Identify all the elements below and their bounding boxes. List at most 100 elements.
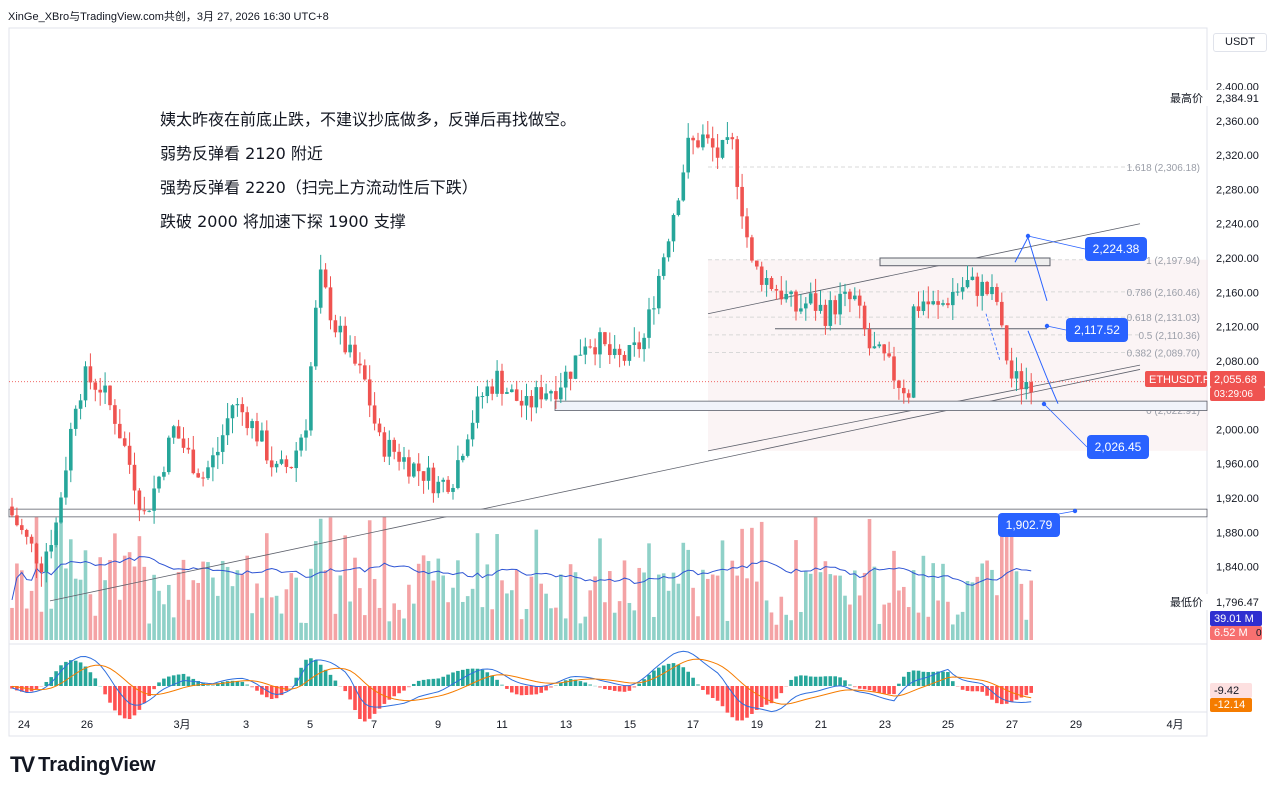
- candle-up: [583, 346, 588, 355]
- macd-hist-bar: [1009, 686, 1014, 703]
- high-tag-box: [1166, 90, 1210, 106]
- symbol-tag-box: [1145, 371, 1207, 387]
- target-connector: [1043, 403, 1088, 448]
- volume-bar: [627, 602, 632, 640]
- candle-up: [627, 345, 632, 361]
- candle-up: [965, 280, 970, 288]
- candle-up: [921, 301, 926, 312]
- macd-hist-bar: [696, 684, 700, 686]
- macd-hist-bar: [539, 686, 543, 693]
- macd-pane: [10, 650, 1033, 722]
- candle-down: [892, 356, 896, 381]
- macd-hist-bar: [15, 686, 19, 691]
- macd-hist-bar: [206, 684, 210, 686]
- macd-hist-bar: [412, 683, 416, 686]
- volume-bar: [490, 609, 494, 640]
- candle-up: [451, 487, 455, 492]
- macd-hist-bar: [730, 686, 735, 718]
- macd-hist-bar: [603, 686, 607, 690]
- volume-bar: [838, 575, 842, 640]
- price-tick: 2,000.00: [1216, 424, 1259, 436]
- macd-hist-bar: [446, 674, 450, 686]
- macd-hist-bar: [691, 677, 695, 686]
- currency-button[interactable]: USDT: [1213, 33, 1267, 52]
- macd-hist-bar: [225, 681, 230, 686]
- volume-bar: [818, 572, 823, 640]
- macd-hist-bar: [235, 681, 240, 686]
- volume-bar: [882, 604, 886, 640]
- volume-bar: [970, 582, 975, 640]
- volume-bar: [402, 618, 406, 640]
- candle-down: [588, 346, 592, 348]
- macd-hist-bar: [808, 676, 813, 686]
- volume-bar: [686, 549, 690, 640]
- candle-down: [519, 400, 524, 406]
- candle-down: [10, 506, 14, 516]
- volume-bar: [24, 608, 29, 640]
- candle-up: [955, 291, 960, 293]
- volume-bar: [902, 586, 906, 640]
- volume-bar: [108, 559, 112, 640]
- candle-up: [671, 214, 676, 242]
- candle-down: [995, 286, 999, 302]
- macd-hist-bar: [980, 686, 984, 692]
- drawings: 2,224.38 2,117.52 2,026.45 1,902.79: [8, 223, 1208, 602]
- macd-hist-bar: [735, 686, 739, 721]
- candle-up: [951, 291, 955, 306]
- macd-hist-bar: [627, 686, 632, 691]
- volume-bar: [78, 579, 83, 640]
- macd-hist-bar: [167, 676, 171, 686]
- macd-hist-bar: [970, 686, 975, 692]
- volume-value-box: [1210, 626, 1262, 640]
- candle-up: [235, 404, 240, 406]
- volume-bar: [122, 555, 127, 640]
- volume-bar: [534, 529, 539, 640]
- target-label: 2,026.45: [1095, 440, 1142, 454]
- candle-up: [470, 422, 475, 440]
- macd-hist-bar: [318, 664, 323, 686]
- macd-hist-bar: [480, 669, 485, 686]
- candle-down: [862, 305, 867, 330]
- macd-hist-bar: [789, 679, 793, 686]
- candle-down: [691, 137, 695, 141]
- macd-hist-bar: [29, 686, 34, 692]
- candle-up: [534, 387, 539, 408]
- macd-hist-bar: [853, 686, 857, 688]
- macd-hist-bar: [314, 660, 318, 686]
- candle-down: [813, 293, 818, 311]
- time-tick: 19: [751, 719, 763, 731]
- time-tick: 23: [879, 719, 891, 731]
- volume-bar: [916, 612, 921, 640]
- macd-hist-bar: [510, 686, 514, 693]
- macd-hist-bar: [127, 686, 132, 720]
- candle-down: [24, 529, 29, 537]
- candle-down: [916, 306, 921, 312]
- macd-hist-bar: [157, 682, 161, 686]
- volume-bar: [990, 569, 994, 640]
- macd-hist-bar: [1004, 686, 1009, 704]
- volume-bar: [230, 586, 235, 640]
- macd-hist-bar: [392, 686, 396, 697]
- macd-value-box: [1210, 683, 1252, 698]
- candle-up: [632, 342, 637, 346]
- candle-up: [64, 470, 68, 498]
- time-axis: 24 26 3月 3 5 7 9 11 13 15 17 19 21 23 25 27 29 4月: [18, 719, 1184, 731]
- macd-hist-bar: [862, 686, 867, 690]
- volume-bar: [15, 563, 19, 640]
- macd-hist-bar: [367, 686, 372, 719]
- macd-hist-bar: [960, 686, 965, 690]
- macd-hist-bar: [818, 676, 823, 686]
- macd-hist-bar: [769, 686, 774, 704]
- volume-bar: [1019, 583, 1024, 640]
- macd-hist-bar: [382, 686, 387, 704]
- candle-down: [1029, 382, 1033, 393]
- macd-hist-bar: [755, 686, 759, 710]
- macd-hist-bar: [78, 662, 83, 686]
- volume-bar: [926, 616, 931, 640]
- tradingview-brand[interactable]: TV TradingView: [10, 752, 156, 778]
- price-tick: 2,240.00: [1216, 219, 1259, 231]
- volume-bar: [49, 608, 53, 640]
- candle-down: [706, 134, 710, 139]
- volume-bar: [225, 566, 230, 640]
